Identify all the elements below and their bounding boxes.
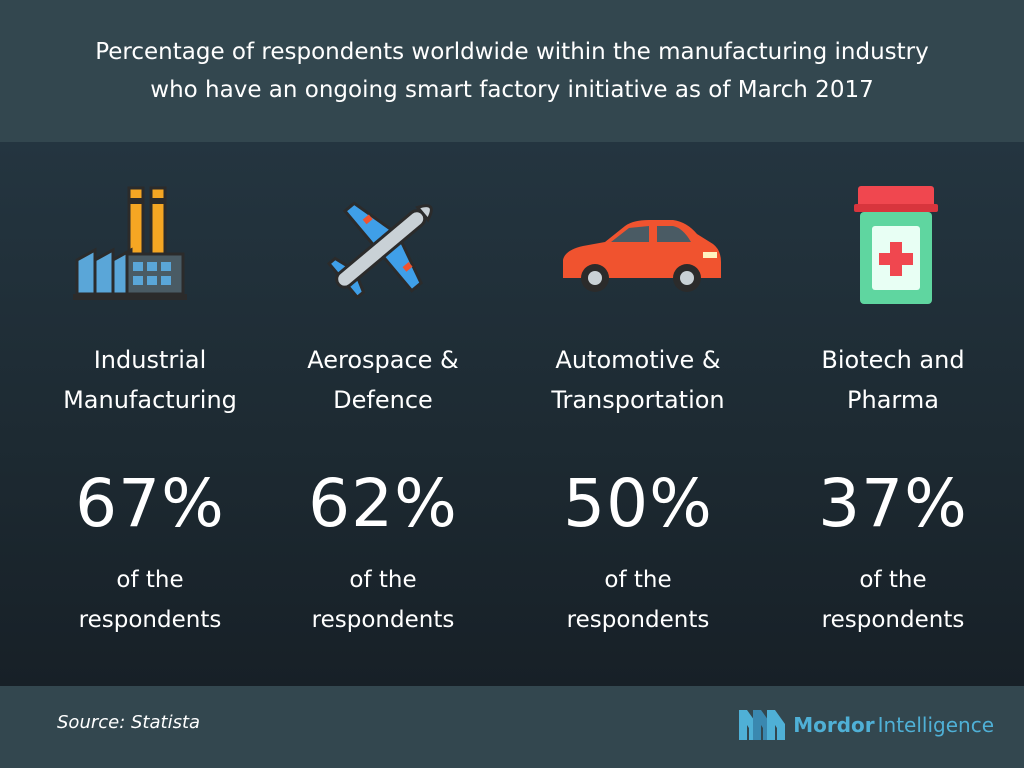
stat-card-aerospace-defence: Aerospace & Defence 62% of the responden… [255, 142, 511, 686]
sector-label: Automotive & Transportation [510, 340, 766, 420]
sector-label-line-2: Transportation [551, 386, 725, 414]
sector-label-line-1: Automotive & [555, 346, 721, 374]
percentage-value: 67% [75, 465, 225, 542]
chart-title-line-2: who have an ongoing smart factory initia… [150, 77, 874, 103]
respondents-note-line-2: respondents [78, 607, 222, 633]
stat-card-biotech-pharma: Biotech and Pharma 37% of the respondent… [765, 142, 1021, 686]
source-note: Source: Statista [57, 712, 201, 733]
respondents-note-line-1: of the [604, 567, 672, 593]
sector-label: Biotech and Pharma [765, 340, 1021, 420]
brand-logo: Mordor Intelligence [739, 708, 994, 742]
respondents-note: of the respondents [22, 560, 278, 640]
sector-label-line-1: Industrial [93, 346, 207, 374]
factory-icon [65, 182, 235, 312]
respondents-note: of the respondents [255, 560, 511, 640]
respondents-note-line-2: respondents [311, 607, 455, 633]
respondents-note-line-2: respondents [566, 607, 710, 633]
respondents-note-line-1: of the [349, 567, 417, 593]
percentage-value: 37% [818, 465, 968, 542]
footer-band: Source: Statista Mordor Intelligence [0, 686, 1024, 768]
logo-word-intelligence: Intelligence [877, 713, 994, 737]
percentage-value: 62% [308, 465, 458, 542]
sector-label-line-2: Defence [333, 386, 433, 414]
sector-label: Aerospace & Defence [255, 340, 511, 420]
respondents-note-line-1: of the [116, 567, 184, 593]
stats-panel: Industrial Manufacturing 67% of the resp… [0, 142, 1024, 686]
sector-label: Industrial Manufacturing [22, 340, 278, 420]
respondents-note: of the respondents [765, 560, 1021, 640]
sector-label-line-1: Biotech and [821, 346, 965, 374]
chart-title-line-1: Percentage of respondents worldwide with… [95, 39, 929, 65]
percentage-value: 50% [563, 465, 713, 542]
chart-title: Percentage of respondents worldwide with… [62, 33, 962, 109]
respondents-note-line-2: respondents [821, 607, 965, 633]
respondents-note-line-1: of the [859, 567, 927, 593]
sector-label-line-2: Pharma [847, 386, 939, 414]
logo-word-mordor: Mordor [793, 713, 875, 737]
mordor-logo-icon [739, 710, 786, 740]
respondents-note: of the respondents [510, 560, 766, 640]
sector-label-line-2: Manufacturing [63, 386, 237, 414]
car-icon [553, 182, 723, 312]
medicine-bottle-icon [808, 182, 978, 312]
stat-card-automotive-transportation: Automotive & Transportation 50% of the r… [510, 142, 766, 686]
airplane-icon [298, 182, 468, 312]
header-band: Percentage of respondents worldwide with… [0, 0, 1024, 142]
stat-card-industrial-manufacturing: Industrial Manufacturing 67% of the resp… [22, 142, 278, 686]
sector-label-line-1: Aerospace & [307, 346, 459, 374]
